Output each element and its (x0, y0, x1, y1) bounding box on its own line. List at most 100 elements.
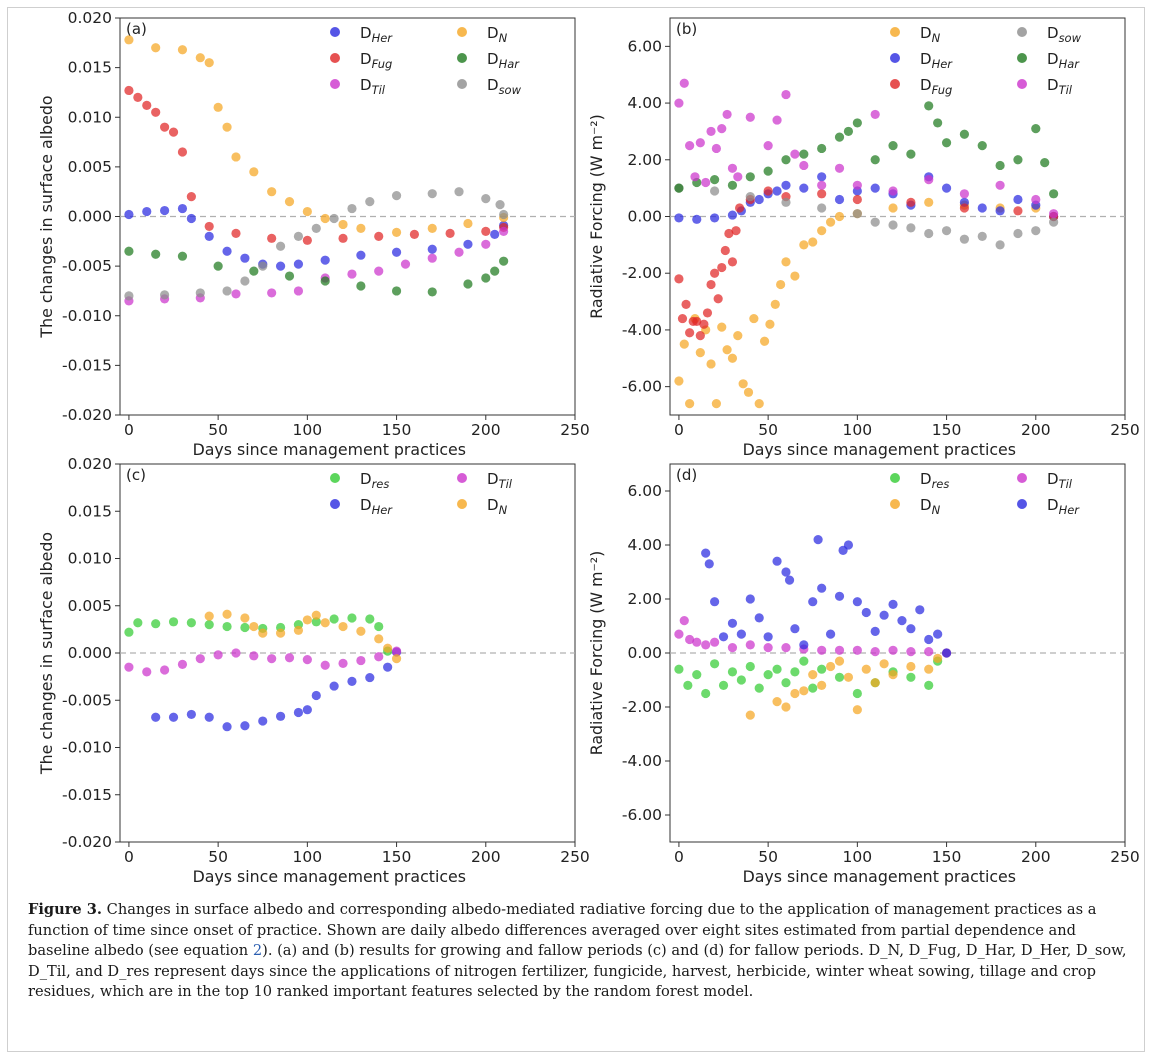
data-point (745, 594, 755, 604)
legend-label: Dsow (487, 76, 522, 97)
y-tick-label: -6.00 (622, 806, 662, 824)
y-tick-label: -0.010 (62, 307, 112, 325)
data-point (692, 637, 702, 647)
data-point (692, 316, 702, 327)
data-point (888, 203, 898, 213)
data-point (799, 149, 809, 159)
data-point (879, 610, 889, 620)
data-point (870, 109, 880, 120)
legend-marker (330, 53, 340, 63)
y-axis-label: Radiative Forcing (W m⁻²) (587, 114, 606, 319)
data-point (186, 192, 196, 202)
data-point (870, 183, 880, 193)
data-point (124, 246, 134, 256)
figure-frame (7, 7, 1145, 1052)
data-point (799, 183, 809, 193)
data-point (861, 664, 871, 674)
data-point (690, 172, 700, 182)
x-axis-label: Days since management practices (743, 867, 1016, 886)
data-point (906, 197, 916, 207)
data-point (320, 276, 330, 286)
data-point (356, 250, 366, 260)
legend-marker (890, 473, 900, 483)
data-point (915, 605, 925, 615)
data-point (888, 141, 898, 151)
data-point (817, 203, 827, 213)
data-point (718, 680, 729, 691)
legend-marker (330, 27, 340, 37)
data-point (870, 155, 880, 165)
data-point (356, 223, 366, 234)
data-point (825, 661, 836, 672)
data-point (772, 697, 782, 707)
data-point (710, 175, 720, 185)
data-point (870, 626, 880, 637)
data-point (727, 667, 738, 677)
data-point (454, 187, 464, 197)
data-point (695, 348, 705, 358)
data-point (329, 213, 339, 224)
y-tick-label: 0.020 (68, 9, 112, 27)
data-point (710, 597, 720, 607)
y-tick-label: 0.000 (68, 208, 112, 226)
figure: 0 50 100 150 200 2500.0200.0150.0100.0050.000… (37, 9, 1140, 886)
y-tick-label: 4.00 (627, 94, 662, 112)
data-point (674, 376, 684, 386)
panel-label: (d) (676, 466, 697, 484)
data-point (699, 319, 709, 329)
legend-marker (890, 499, 900, 509)
data-point (151, 107, 161, 117)
x-tick-label: 200 (471, 848, 501, 866)
data-point (124, 85, 134, 96)
data-point (781, 257, 791, 267)
data-point (124, 627, 134, 637)
data-point (311, 617, 321, 627)
data-point (204, 712, 214, 722)
data-point (790, 667, 800, 677)
legend-marker (330, 473, 340, 483)
data-point (142, 206, 152, 217)
data-point (727, 180, 738, 190)
x-tick-label: 100 (293, 421, 323, 439)
data-point (311, 690, 321, 701)
data-point (727, 257, 738, 267)
data-point (924, 175, 934, 185)
data-point (763, 632, 773, 642)
data-point (204, 221, 214, 232)
data-point (258, 261, 268, 271)
series-sow (674, 183, 1059, 250)
data-point (977, 231, 987, 241)
data-point (445, 228, 455, 238)
data-point (888, 599, 898, 610)
legend-marker (457, 79, 467, 89)
y-tick-label: 2.00 (627, 590, 662, 608)
data-point (338, 658, 348, 668)
data-point (1031, 123, 1041, 134)
caption-equation-link[interactable]: 2 (252, 942, 263, 959)
data-point (249, 266, 259, 276)
data-point (204, 611, 214, 621)
data-point (177, 147, 188, 157)
data-point (374, 621, 384, 632)
data-point (481, 194, 491, 204)
data-point (959, 129, 970, 139)
data-point (781, 155, 791, 165)
data-point (706, 126, 716, 137)
data-point (293, 707, 304, 718)
data-point (870, 217, 880, 227)
series-Her (124, 203, 509, 271)
data-point (781, 180, 791, 190)
data-point (499, 256, 509, 266)
data-point (222, 722, 232, 732)
data-point (781, 567, 791, 577)
legend-label: Dres (360, 470, 389, 491)
data-point (817, 226, 827, 236)
data-point (356, 626, 366, 636)
data-point (302, 615, 312, 625)
legend-label: DHer (360, 24, 393, 45)
data-point (160, 205, 170, 216)
data-point (490, 229, 500, 239)
data-point (293, 625, 304, 635)
data-point (481, 226, 491, 236)
x-tick-label: 100 (843, 848, 873, 866)
